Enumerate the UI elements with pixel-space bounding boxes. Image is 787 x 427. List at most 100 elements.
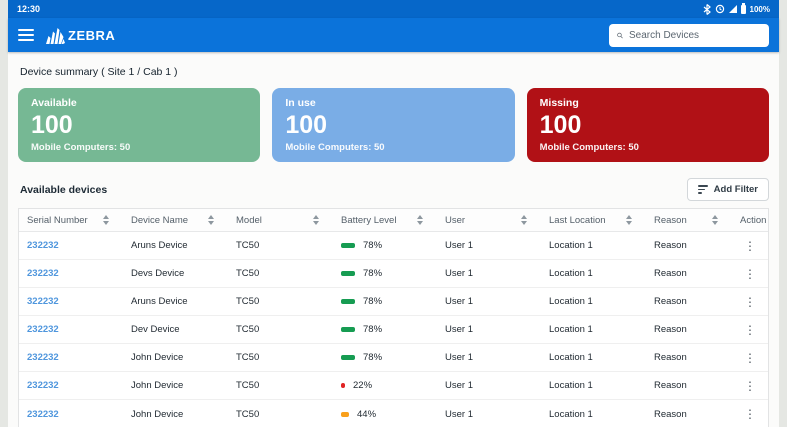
- table-row: 232232 Devs Device TC50 78% User 1 Locat…: [19, 260, 768, 288]
- user-cell: User 1: [445, 352, 473, 363]
- battery-percent-label: 44%: [357, 408, 377, 420]
- battery-cell: 44%: [333, 409, 437, 420]
- card-count: 100: [31, 111, 73, 139]
- card-subtext: Mobile Computers: 50: [285, 142, 385, 153]
- sort-icon[interactable]: [417, 215, 423, 225]
- device-name: John Device: [131, 380, 184, 391]
- sort-icon[interactable]: [626, 215, 632, 225]
- page-content: Device summary ( Site 1 / Cab 1 ) Availa…: [8, 52, 779, 427]
- app-bar: ZEBRA: [8, 18, 779, 52]
- col-battery-level[interactable]: Battery Level: [333, 215, 437, 226]
- battery-cell: 22%: [333, 380, 437, 391]
- battery-percent-label: 78%: [363, 240, 383, 251]
- search-icon: [617, 32, 623, 38]
- card-count: 100: [285, 111, 328, 139]
- card-missing[interactable]: Missing 100 Mobile Computers: 50: [526, 88, 769, 162]
- reason-cell: Reason: [654, 352, 687, 363]
- serial-link[interactable]: 232232: [27, 408, 59, 420]
- serial-link[interactable]: 232232: [27, 352, 59, 363]
- battery-bar: [341, 299, 355, 304]
- card-subtext: Mobile Computers: 50: [31, 142, 131, 153]
- kebab-menu-icon[interactable]: ⋮: [744, 407, 756, 421]
- reason-cell: Reason: [654, 380, 687, 391]
- kebab-menu-icon[interactable]: ⋮: [744, 294, 756, 309]
- col-user[interactable]: User: [437, 215, 541, 226]
- device-name: John Device: [131, 352, 184, 363]
- location-cell: Location 1: [549, 408, 593, 420]
- battery-bar: [341, 383, 345, 388]
- reason-cell: Reason: [654, 240, 687, 251]
- device-summary-title: Device summary ( Site 1 / Cab 1 ): [20, 66, 178, 78]
- col-device-name[interactable]: Device Name: [123, 215, 228, 226]
- sort-icon[interactable]: [208, 215, 214, 225]
- sort-icon[interactable]: [521, 215, 527, 225]
- available-devices-header: Available devices Add Filter: [20, 178, 769, 201]
- kebab-menu-icon[interactable]: ⋮: [744, 238, 756, 253]
- battery-bar: [341, 243, 355, 248]
- available-devices-title: Available devices: [20, 183, 108, 196]
- table-row: 232232 John Device TC50 22% User 1 Locat…: [19, 372, 768, 400]
- battery-percent-label: 78%: [363, 296, 383, 307]
- battery-cell: 78%: [333, 352, 437, 363]
- battery-percent-label: 78%: [363, 268, 383, 279]
- sort-icon[interactable]: [313, 215, 319, 225]
- location-cell: Location 1: [549, 324, 593, 335]
- col-serial-number[interactable]: Serial Number: [19, 215, 123, 226]
- device-name: Devs Device: [131, 268, 185, 279]
- col-action: Action: [740, 214, 767, 226]
- device-model: TC50: [236, 324, 260, 335]
- user-cell: User 1: [445, 240, 473, 251]
- kebab-menu-icon[interactable]: ⋮: [744, 322, 756, 337]
- user-cell: User 1: [445, 268, 473, 279]
- table-row: 232232 John Device TC50 78% User 1 Locat…: [19, 344, 768, 372]
- alarm-icon: [715, 4, 724, 14]
- table-header-row: Serial Number Device Name Model Battery …: [19, 209, 768, 232]
- battery-cell: 78%: [333, 240, 437, 251]
- battery-percent-label: 22%: [353, 380, 373, 391]
- card-label: Missing: [539, 97, 579, 109]
- location-cell: Location 1: [549, 268, 593, 279]
- col-model[interactable]: Model: [228, 215, 333, 226]
- table-row: 322232 Aruns Device TC50 78% User 1 Loca…: [19, 288, 768, 316]
- location-cell: Location 1: [549, 352, 593, 363]
- col-last-location[interactable]: Last Location: [541, 215, 646, 226]
- kebab-menu-icon[interactable]: ⋮: [744, 266, 756, 281]
- card-available[interactable]: Available 100 Mobile Computers: 50: [18, 88, 261, 162]
- summary-cards: Available 100 Mobile Computers: 50 In us…: [18, 88, 769, 162]
- zebra-head-icon: [46, 27, 65, 44]
- serial-link[interactable]: 322232: [27, 296, 59, 307]
- devices-table: Serial Number Device Name Model Battery …: [18, 208, 769, 427]
- add-filter-button[interactable]: Add Filter: [686, 178, 769, 201]
- add-filter-label: Add Filter: [713, 184, 758, 195]
- search-box[interactable]: [609, 23, 769, 47]
- card-in-use[interactable]: In use 100 Mobile Computers: 50: [272, 88, 515, 162]
- sort-icon[interactable]: [103, 215, 109, 225]
- battery-bar: [341, 327, 355, 332]
- serial-link[interactable]: 232232: [27, 240, 59, 251]
- kebab-menu-icon[interactable]: ⋮: [744, 378, 756, 393]
- user-cell: User 1: [445, 324, 473, 335]
- device-name: John Device: [131, 408, 184, 420]
- col-reason[interactable]: Reason: [646, 215, 732, 226]
- serial-link[interactable]: 232232: [27, 324, 59, 335]
- battery-percent-label: 78%: [363, 352, 383, 363]
- signal-icon: [728, 5, 737, 13]
- battery-bar: [341, 271, 355, 276]
- card-subtext: Mobile Computers: 50: [539, 142, 639, 153]
- reason-cell: Reason: [654, 268, 687, 279]
- serial-link[interactable]: 232232: [27, 380, 59, 391]
- kebab-menu-icon[interactable]: ⋮: [744, 350, 756, 365]
- battery-cell: 78%: [333, 296, 437, 307]
- search-input[interactable]: [629, 29, 761, 41]
- sort-icon[interactable]: [712, 215, 718, 225]
- status-icons: 100%: [703, 2, 770, 15]
- bluetooth-icon: [703, 3, 711, 15]
- table-row: 232232 Dev Device TC50 78% User 1 Locati…: [19, 316, 768, 344]
- device-model: TC50: [236, 268, 260, 279]
- serial-link[interactable]: 232232: [27, 268, 59, 279]
- hamburger-menu-icon[interactable]: [18, 29, 34, 41]
- device-model: TC50: [236, 352, 260, 363]
- card-label: In use: [285, 97, 316, 109]
- filter-icon: [697, 185, 708, 194]
- battery-bar: [341, 411, 349, 417]
